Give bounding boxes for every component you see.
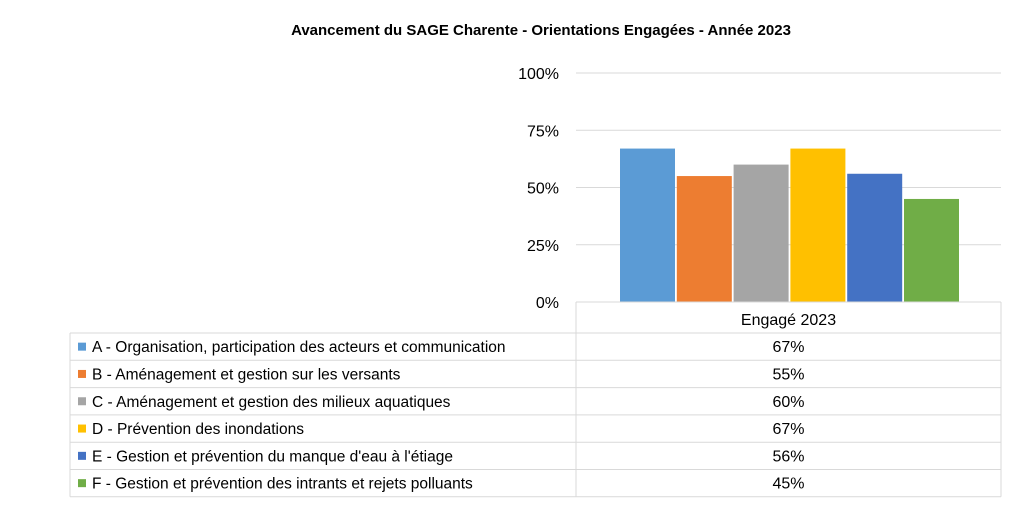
y-tick-label: 75% <box>527 123 559 140</box>
legend-label: A - Organisation, participation des acte… <box>92 339 506 356</box>
data-value: 55% <box>772 366 804 383</box>
legend-key <box>78 479 86 488</box>
y-tick-label: 25% <box>527 238 559 255</box>
legend-key <box>78 451 86 460</box>
data-value: 56% <box>772 448 804 465</box>
bar <box>904 198 959 302</box>
bar <box>790 148 846 302</box>
bar <box>676 176 732 302</box>
y-tick-label: 100% <box>518 66 559 83</box>
legend-label: F - Gestion et prévention des intrants e… <box>92 476 473 493</box>
bar <box>733 164 789 302</box>
chart-title: Avancement du SAGE Charente - Orientatio… <box>291 22 791 39</box>
data-value: 67% <box>772 421 804 438</box>
legend-label: D - Prévention des inondations <box>92 421 304 438</box>
legend-label: E - Gestion et prévention du manque d'ea… <box>92 448 453 465</box>
data-value: 67% <box>772 339 804 356</box>
legend-label: B - Aménagement et gestion sur les versa… <box>92 366 401 383</box>
bar <box>847 173 903 302</box>
y-tick-label: 0% <box>536 295 559 312</box>
data-value: 60% <box>772 394 804 411</box>
legend-label: C - Aménagement et gestion des milieux a… <box>92 394 451 411</box>
legend-key <box>78 424 86 433</box>
data-value: 45% <box>772 476 804 493</box>
bar <box>620 148 675 302</box>
legend-key <box>78 397 86 406</box>
category-label: Engagé 2023 <box>741 312 836 329</box>
legend-key <box>78 342 86 351</box>
y-tick-label: 50% <box>527 181 559 198</box>
legend-key <box>78 369 86 378</box>
